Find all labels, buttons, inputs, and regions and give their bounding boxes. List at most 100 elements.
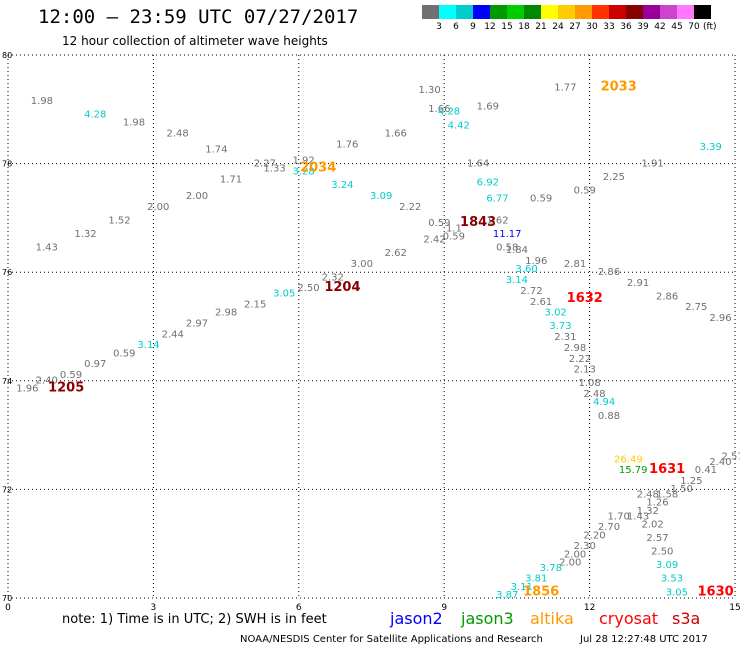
wave-height-value: 2.31	[554, 332, 576, 343]
wave-height-value: 1.30	[419, 85, 441, 96]
pass-time-label: 1843	[460, 215, 496, 230]
color-swatch	[439, 5, 456, 19]
wave-height-value: 1.77	[554, 82, 576, 93]
wave-height-value: 4.42	[448, 120, 470, 131]
wave-height-value: 2.48	[583, 389, 605, 400]
color-swatch	[558, 5, 575, 19]
wave-height-value: 3.28	[293, 166, 315, 177]
wave-height-value: 2.81	[564, 259, 586, 270]
wave-height-value: 3.53	[661, 574, 683, 585]
wave-height-value: 1.96	[525, 256, 547, 267]
wave-height-value: 2.98	[564, 343, 586, 354]
wave-height-value: 2.40	[36, 376, 58, 387]
wave-height-value: 26.49	[614, 454, 643, 465]
color-scale-label: 24	[552, 22, 564, 32]
color-scale-label: 12	[484, 22, 496, 32]
color-swatch	[507, 5, 524, 19]
wave-height-value: 0.88	[598, 411, 620, 422]
footer-note: note: 1) Time is in UTC; 2) SWH is in fe…	[62, 612, 327, 627]
pass-time-label: 1205	[48, 381, 84, 396]
chart-title: 12:00 – 23:59 UTC 07/27/2017	[38, 6, 359, 28]
color-swatch	[660, 5, 677, 19]
wave-height-value: 0.41	[695, 465, 717, 476]
legend-cryosat: cryosat	[599, 609, 659, 628]
wave-height-value: 2.57	[646, 533, 668, 544]
wave-height-value: 2.22	[399, 202, 421, 213]
color-swatch	[677, 5, 694, 19]
color-scale-label: 45	[671, 22, 683, 32]
wave-height-value: 0.59	[428, 218, 450, 229]
wave-height-value: 3.09	[656, 560, 678, 571]
wave-height-value: 3.11	[511, 582, 533, 593]
wave-height-value: 1.08	[578, 378, 600, 389]
wave-height-value: 0.58	[496, 242, 518, 253]
wave-height-value: 3.78	[540, 563, 562, 574]
legend-altika: altika	[530, 609, 574, 628]
color-scale-label: 9	[470, 22, 476, 32]
wave-height-value: 1.26	[646, 498, 668, 509]
wave-height-value: 2.22	[569, 354, 591, 365]
wave-height-value: 1.32	[637, 506, 659, 517]
color-swatch	[694, 5, 711, 19]
wave-height-value: 1.66	[385, 128, 407, 139]
wave-height-value: 2.97	[186, 319, 208, 330]
wave-height-value: 2.00	[564, 549, 586, 560]
wave-height-value: 6.77	[486, 194, 508, 205]
wave-height-value: 3.81	[525, 574, 547, 585]
wave-height-value: 6.92	[477, 177, 499, 188]
color-swatch	[524, 5, 541, 19]
wave-height-value: 0.59	[530, 194, 552, 205]
wave-height-value: 2.27	[254, 158, 276, 169]
color-scale-label: 18	[518, 22, 530, 32]
color-swatch	[422, 5, 439, 19]
pass-time-label: 1856	[523, 584, 559, 599]
pass-time-label: 2034	[300, 161, 336, 176]
color-swatch	[592, 5, 609, 19]
wave-height-value: 2.30	[574, 541, 596, 552]
wave-height-value: 1.43	[627, 511, 649, 522]
wave-height-value: 1.50	[671, 484, 693, 495]
legend-s3a: s3a	[672, 609, 701, 628]
legend-jason3: jason3	[461, 609, 514, 628]
wave-height-value: 1.58	[656, 490, 678, 501]
wave-height-value: 2.00	[147, 202, 169, 213]
color-scale-label: 36	[620, 22, 632, 32]
wave-height-value: 2.50	[297, 283, 319, 294]
y-tick-label: 74	[2, 377, 12, 386]
wave-height-value: 2.00	[559, 557, 581, 568]
wave-height-value: 3.05	[666, 587, 688, 598]
wave-height-value: 0.59	[574, 185, 596, 196]
wave-height-value: 3.00	[351, 259, 373, 270]
wave-height-value: 2.48	[167, 128, 189, 139]
y-tick-label: 70	[2, 594, 12, 603]
wave-height-value: 1.62	[486, 215, 508, 226]
wave-height-value: 11.17	[493, 229, 522, 240]
x-tick-label: 3	[151, 603, 157, 613]
wave-height-value: 2.72	[520, 286, 542, 297]
chart-subtitle: 12 hour collection of altimeter wave hei…	[62, 34, 328, 48]
wave-height-value: 2.42	[423, 234, 445, 245]
color-scale-unit: (ft)	[703, 22, 717, 32]
wave-height-value: 1.33	[263, 164, 285, 175]
x-tick-label: 12	[584, 603, 595, 613]
x-tick-label: 15	[729, 603, 740, 613]
wave-height-value: 2.62	[385, 248, 407, 259]
footer-credit: NOAA/NESDIS Center for Satellite Applica…	[240, 634, 543, 645]
wave-height-value: 1.71	[220, 175, 242, 186]
wave-height-value: 2.86	[656, 291, 678, 302]
pass-time-label: 1632	[567, 291, 603, 306]
wave-height-value: 15.79	[619, 465, 648, 476]
wave-height-value: 2.20	[583, 530, 605, 541]
wave-height-value: 1.91	[641, 158, 663, 169]
wave-height-value: 1.96	[16, 384, 38, 395]
color-scale-label: 3	[436, 22, 442, 32]
wave-height-value: 3.14	[137, 340, 159, 351]
wave-height-value: 4.28	[84, 109, 106, 120]
pass-time-label: 1204	[324, 280, 360, 295]
color-scale-label: 42	[654, 22, 666, 32]
wave-height-value: 2.70	[598, 522, 620, 533]
color-swatch	[575, 5, 592, 19]
y-tick-label: 78	[2, 160, 12, 169]
wave-height-value: 2.32	[322, 272, 344, 283]
